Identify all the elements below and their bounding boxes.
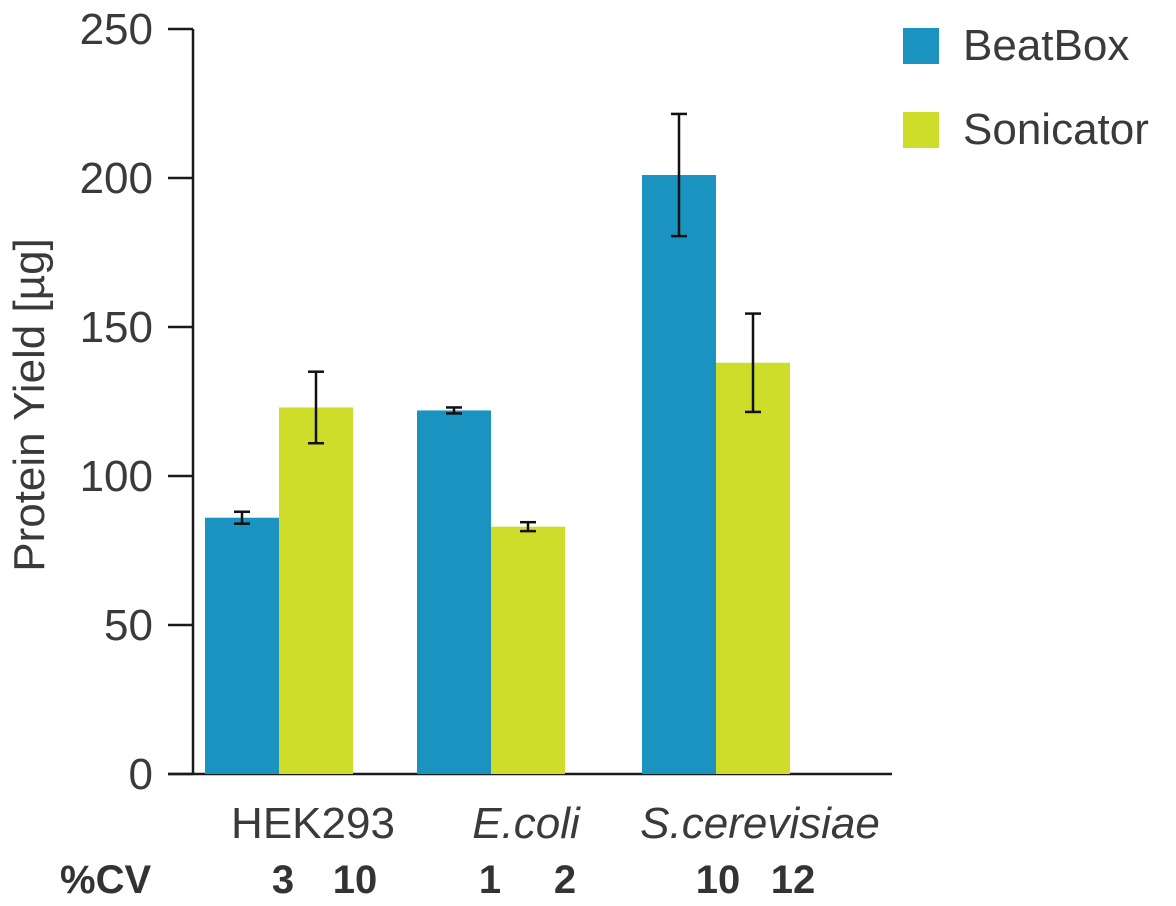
error-bars: [234, 112, 761, 533]
category-label: HEK293: [231, 799, 395, 848]
bar-sonicator-0: [279, 407, 353, 774]
cv-value: 3: [272, 858, 294, 902]
category-label: E.coli: [472, 799, 581, 848]
y-tick-label: 0: [129, 750, 153, 799]
error-bar: [446, 406, 462, 415]
category-label: S.cerevisiae: [640, 799, 880, 848]
cv-value: 12: [771, 858, 816, 902]
cv-value: 2: [554, 858, 576, 902]
bar-sonicator-1: [491, 526, 565, 774]
y-axis-label: Protein Yield [µg]: [5, 238, 54, 572]
x-axis-labels: HEK293 E.coli S.cerevisiae: [231, 799, 880, 848]
y-tick-label: 50: [104, 601, 153, 650]
error-bar: [745, 312, 761, 414]
error-bar: [671, 112, 687, 238]
y-tick-label: 250: [80, 5, 153, 54]
legend-swatch: [903, 112, 939, 148]
y-tick-label: 100: [80, 452, 153, 501]
bar-beatbox-2: [642, 175, 716, 774]
cv-value: 10: [333, 858, 378, 902]
bar-beatbox-0: [205, 517, 279, 774]
cv-label: %CV: [60, 858, 151, 902]
legend-swatch: [903, 28, 939, 64]
cv-row: %CV 3 10 1 2 10 12: [60, 858, 815, 902]
bar-beatbox-1: [417, 410, 491, 774]
axes: 0 50 100 150 200 250: [80, 5, 892, 799]
legend-item-sonicator: Sonicator: [903, 105, 1149, 154]
y-tick-label: 150: [80, 303, 153, 352]
legend: BeatBox Sonicator: [903, 21, 1149, 154]
error-bar: [520, 520, 536, 533]
bars: [205, 175, 790, 774]
error-bar: [308, 370, 324, 445]
y-tick-label: 200: [80, 154, 153, 203]
legend-item-beatbox: BeatBox: [903, 21, 1129, 70]
cv-value: 10: [696, 858, 741, 902]
error-bar: [234, 510, 250, 525]
legend-label: BeatBox: [963, 21, 1129, 70]
cv-value: 1: [479, 858, 501, 902]
bar-sonicator-2: [716, 362, 790, 774]
legend-label: Sonicator: [963, 105, 1149, 154]
